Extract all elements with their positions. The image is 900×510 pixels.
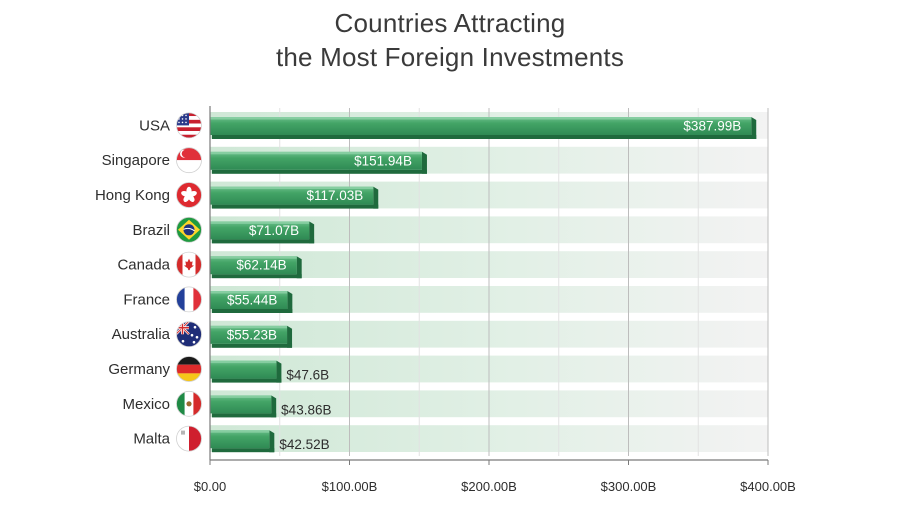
bar-face	[210, 430, 270, 449]
hong-kong-flag-icon	[176, 182, 202, 208]
bar-face	[210, 325, 288, 344]
bar-hong-kong: $117.03B	[210, 186, 379, 209]
value-label: $387.99B	[683, 119, 741, 134]
bar-depth	[212, 309, 293, 313]
bar-highlight	[210, 186, 374, 190]
x-tick-label: $0.00	[194, 479, 227, 494]
chart-title-line-1: Countries Attracting	[334, 8, 566, 38]
category-label-france: France	[123, 291, 170, 308]
bar-highlight	[210, 360, 277, 364]
category-label-germany: Germany	[108, 361, 170, 378]
category-label-usa: USA	[139, 117, 170, 134]
bar-singapore: $151.94B	[210, 151, 427, 174]
bar-side	[373, 186, 379, 209]
bar-depth	[212, 274, 302, 279]
brazil-flag-icon	[176, 216, 202, 243]
bar-depth	[212, 343, 293, 348]
bar-depth	[212, 239, 315, 244]
australia-flag-icon	[176, 321, 202, 348]
value-label: $55.44B	[227, 293, 277, 308]
bar-side	[287, 291, 293, 313]
bar-mexico: $43.86B	[210, 395, 331, 418]
bar-side	[751, 117, 757, 139]
bar-side	[296, 256, 302, 279]
bar-side	[271, 395, 277, 418]
category-label-canada: Canada	[117, 257, 170, 274]
canada-flag-icon	[176, 251, 202, 278]
category-label-mexico: Mexico	[122, 396, 170, 413]
bar-highlight	[210, 291, 288, 294]
x-tick-label: $100.00B	[322, 479, 378, 494]
bar-depth	[212, 378, 282, 383]
bar-canada: $62.14B	[210, 256, 302, 279]
bar-brazil: $71.07B	[210, 221, 315, 244]
x-tick-label: $200.00B	[461, 479, 517, 494]
value-label: $117.03B	[306, 188, 363, 203]
bar-face	[210, 186, 374, 205]
x-axis: $0.00 $100.00B $200.00B $300.00B $400.00B	[194, 106, 796, 494]
germany-flag-icon	[176, 356, 202, 382]
bar-highlight	[210, 325, 288, 329]
bar-highlight	[210, 151, 422, 155]
malta-flag-icon	[176, 425, 202, 452]
bar-face	[210, 117, 752, 135]
bar-highlight	[210, 221, 310, 224]
flags-group	[176, 112, 202, 452]
bar-side	[269, 430, 275, 453]
x-tick-label: $300.00B	[601, 479, 657, 494]
bar-face	[210, 256, 297, 275]
bar-face	[210, 291, 288, 309]
chart-title-line-2: the Most Foreign Investments	[275, 42, 625, 72]
france-flag-icon	[176, 286, 202, 313]
bar-depth	[212, 135, 757, 139]
mexico-flag-icon	[176, 390, 202, 417]
bar-highlight	[210, 117, 752, 120]
bar-side	[421, 151, 427, 174]
value-label: $71.07B	[249, 223, 299, 238]
bar-highlight	[210, 256, 297, 259]
bar-side	[287, 325, 293, 348]
bar-highlight	[210, 395, 272, 398]
bar-face	[210, 395, 272, 414]
category-labels: USA Singapore Hong Kong Brazil Canada France A…	[95, 117, 171, 447]
x-tick-label: $400.00B	[740, 479, 796, 494]
bar-depth	[212, 413, 277, 418]
bar-face	[210, 151, 422, 170]
category-label-australia: Australia	[112, 326, 171, 343]
value-label: $43.86B	[281, 402, 331, 417]
bar-side	[276, 360, 282, 383]
bars-group: $387.99B $151.94B $117.03B $71.07B $62.14B $5…	[210, 117, 757, 453]
value-label: $151.94B	[354, 153, 412, 168]
category-label-hong-kong: Hong Kong	[95, 187, 170, 204]
category-label-brazil: Brazil	[132, 222, 170, 239]
bar-malta: $42.52B	[210, 430, 330, 453]
bar-side	[309, 221, 315, 244]
category-label-singapore: Singapore	[102, 152, 170, 169]
bar-depth	[212, 448, 275, 453]
bar-highlight	[210, 430, 270, 433]
bar-depth	[212, 204, 379, 209]
singapore-flag-icon	[176, 147, 202, 174]
value-label: $42.52B	[279, 437, 329, 452]
value-label: $62.14B	[236, 258, 286, 273]
bar-france: $55.44B	[210, 291, 293, 313]
bar-depth	[212, 169, 427, 174]
bar-germany: $47.6B	[210, 360, 329, 383]
category-label-malta: Malta	[133, 431, 170, 448]
bar-face	[210, 221, 310, 240]
value-label: $55.23B	[227, 327, 277, 342]
bar-australia: $55.23B	[210, 325, 293, 348]
bar-usa: $387.99B	[210, 117, 757, 139]
usa-flag-icon	[176, 112, 202, 139]
value-label: $47.6B	[286, 368, 329, 383]
bar-face	[210, 360, 277, 379]
